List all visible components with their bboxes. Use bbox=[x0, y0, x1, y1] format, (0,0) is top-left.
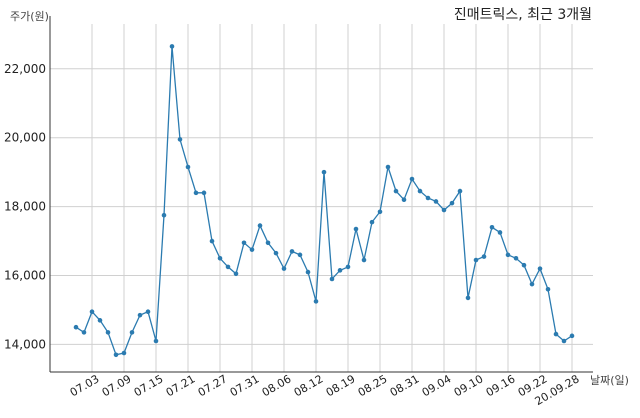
price-point bbox=[153, 338, 159, 344]
price-point bbox=[553, 331, 559, 337]
price-point bbox=[289, 249, 295, 254]
price-point bbox=[81, 330, 87, 335]
price-point bbox=[273, 250, 279, 256]
price-point bbox=[241, 240, 247, 246]
price-point bbox=[377, 209, 383, 215]
x-tick-label: 07.31 bbox=[228, 372, 262, 399]
price-point bbox=[217, 255, 223, 261]
price-point bbox=[473, 257, 479, 263]
price-point bbox=[489, 224, 495, 230]
price-point bbox=[89, 309, 95, 315]
price-point bbox=[401, 197, 407, 203]
price-point bbox=[417, 188, 423, 194]
price-point bbox=[193, 190, 199, 196]
price-point bbox=[209, 238, 215, 244]
price-point bbox=[521, 262, 527, 268]
price-point bbox=[369, 219, 375, 225]
x-tick-label: 09.04 bbox=[420, 372, 454, 399]
x-tick-label: 08.12 bbox=[292, 372, 326, 399]
price-point bbox=[113, 352, 119, 358]
price-line bbox=[75, 46, 573, 356]
x-tick-label: 08.31 bbox=[388, 372, 422, 399]
price-point bbox=[161, 212, 167, 218]
price-point bbox=[409, 176, 415, 182]
price-point bbox=[497, 230, 503, 235]
x-tick-label: 09.10 bbox=[452, 372, 486, 399]
price-point bbox=[337, 268, 343, 273]
price-point bbox=[321, 169, 327, 175]
price-point bbox=[249, 247, 255, 252]
price-point bbox=[257, 223, 263, 228]
price-point bbox=[105, 330, 111, 335]
x-tick-label: 07.03 bbox=[68, 372, 102, 399]
x-tick-label: 09.16 bbox=[484, 372, 518, 399]
price-point bbox=[393, 188, 399, 194]
price-point bbox=[481, 254, 487, 259]
y-axis-label: 주가(원) bbox=[10, 10, 49, 23]
price-point bbox=[569, 333, 575, 339]
price-point bbox=[353, 226, 359, 232]
price-point bbox=[425, 195, 431, 201]
price-point bbox=[121, 350, 127, 356]
price-point bbox=[345, 264, 351, 270]
price-point bbox=[529, 281, 535, 287]
x-tick-label: 07.09 bbox=[100, 372, 134, 399]
price-point bbox=[561, 338, 567, 344]
price-point bbox=[177, 137, 183, 142]
x-tick-label: 07.21 bbox=[164, 372, 198, 399]
price-point bbox=[513, 255, 519, 261]
price-point bbox=[545, 287, 551, 292]
x-tick-label: 08.06 bbox=[260, 372, 294, 399]
price-point bbox=[169, 44, 175, 49]
y-tick-label: 14,000 bbox=[4, 337, 46, 351]
price-point bbox=[233, 271, 239, 277]
price-point bbox=[361, 257, 367, 263]
price-point bbox=[505, 252, 511, 258]
price-point bbox=[129, 330, 135, 335]
price-point bbox=[441, 207, 447, 213]
chart-title: 진매트릭스, 최근 3개월 bbox=[453, 7, 592, 23]
price-point bbox=[329, 276, 335, 282]
x-tick-label: 08.25 bbox=[356, 372, 390, 399]
price-point bbox=[457, 188, 463, 194]
price-point bbox=[465, 295, 471, 301]
price-point bbox=[145, 309, 151, 315]
price-point bbox=[281, 266, 287, 271]
price-point bbox=[225, 264, 231, 270]
price-point bbox=[97, 318, 103, 323]
y-tick-label: 16,000 bbox=[4, 269, 46, 283]
price-point bbox=[449, 200, 455, 206]
price-point bbox=[201, 190, 207, 196]
price-point bbox=[537, 266, 543, 271]
price-point bbox=[305, 269, 311, 275]
y-tick-label: 22,000 bbox=[4, 62, 46, 76]
price-point bbox=[265, 240, 271, 246]
price-point bbox=[433, 199, 439, 204]
price-point bbox=[385, 164, 391, 170]
price-point bbox=[297, 252, 303, 258]
price-point bbox=[185, 164, 191, 170]
price-point bbox=[73, 324, 79, 330]
y-tick-label: 20,000 bbox=[4, 131, 46, 145]
price-point bbox=[137, 312, 143, 318]
y-tick-label: 18,000 bbox=[4, 200, 46, 214]
price-point bbox=[313, 299, 319, 304]
x-axis-label: 날짜(일) bbox=[590, 374, 629, 387]
x-tick-label: 07.27 bbox=[196, 372, 230, 399]
x-tick-label: 08.19 bbox=[324, 372, 358, 399]
x-tick-label: 07.15 bbox=[132, 372, 166, 399]
